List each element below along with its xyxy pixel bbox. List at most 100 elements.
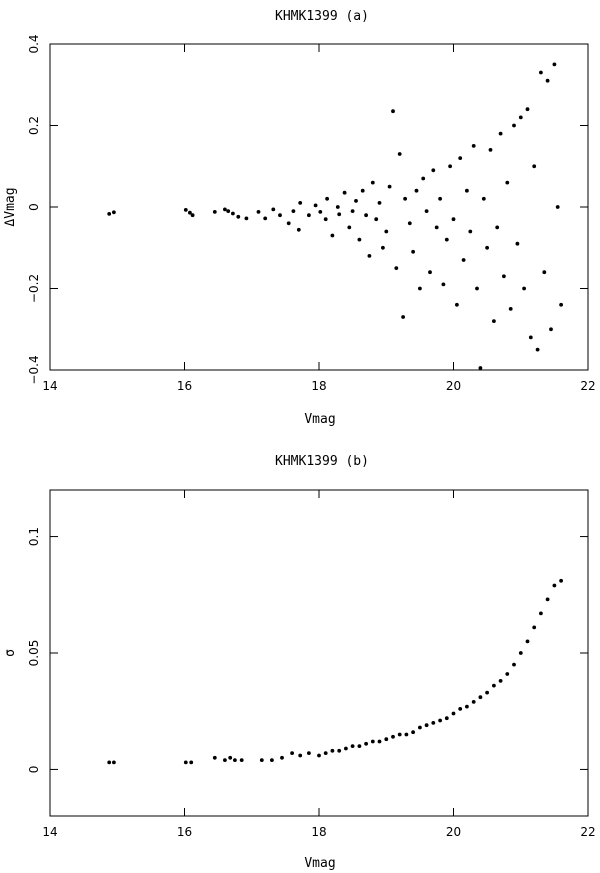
panel-b: KHMK1399 (b) 14 16 18 20 22 0 0.05 0.1 Vmag σ (3, 454, 596, 871)
data-point (512, 123, 516, 128)
panel-a-ticks (49, 43, 589, 371)
data-point (545, 78, 550, 83)
data-point (397, 152, 402, 156)
data-point (411, 730, 415, 735)
data-point (559, 578, 563, 583)
data-point (107, 212, 112, 216)
panel-a-tick-labels: 14 16 18 20 22 −0.4 −0.2 0 0.2 0.4 (27, 34, 596, 393)
data-point (183, 208, 188, 212)
data-point (391, 734, 395, 739)
data-point (384, 229, 389, 234)
x-tick-label: 18 (311, 379, 326, 393)
data-point (278, 213, 282, 218)
data-point (418, 725, 422, 730)
data-point (455, 302, 459, 307)
data-point (505, 672, 510, 676)
data-point (354, 199, 358, 203)
data-point (431, 168, 436, 173)
data-point (434, 225, 439, 230)
data-point (515, 241, 520, 246)
x-tick-label: 16 (177, 379, 192, 393)
data-point (404, 732, 409, 737)
data-point (539, 70, 543, 75)
data-point (397, 732, 402, 737)
data-point (411, 249, 415, 254)
y-tick-label: 0.4 (27, 34, 41, 53)
data-point (296, 227, 301, 232)
data-point (485, 245, 489, 250)
data-point (286, 221, 291, 226)
data-point (498, 679, 503, 683)
data-point (495, 225, 500, 230)
data-point (542, 270, 547, 275)
data-point (481, 196, 486, 201)
data-point (259, 758, 264, 762)
data-point (112, 760, 116, 765)
data-point (502, 274, 506, 279)
data-point (535, 347, 540, 352)
data-point (448, 164, 452, 169)
data-point (112, 210, 116, 215)
data-point (428, 270, 432, 275)
data-point (441, 282, 446, 287)
data-point (458, 156, 463, 161)
data-point (325, 196, 329, 201)
data-point (532, 625, 537, 630)
data-point (552, 62, 557, 67)
data-point (555, 205, 560, 209)
data-point (212, 210, 217, 214)
data-point (377, 739, 382, 744)
data-point (323, 751, 328, 755)
data-point (271, 207, 276, 212)
data-point (364, 213, 368, 218)
data-point (545, 597, 550, 602)
data-point (307, 751, 311, 755)
data-point (189, 760, 194, 765)
data-point (298, 753, 303, 758)
data-point (552, 583, 557, 588)
data-point (190, 213, 195, 218)
data-point (291, 209, 296, 214)
data-point (313, 203, 318, 208)
data-point (451, 711, 456, 716)
x-tick-label: 20 (446, 379, 461, 393)
data-point (407, 221, 412, 226)
y-tick-label: −0.2 (27, 274, 41, 303)
data-point (451, 217, 456, 222)
data-point (270, 758, 274, 762)
data-point (244, 216, 249, 221)
data-point (471, 700, 476, 704)
y-tick-label: 0 (27, 203, 41, 211)
y-tick-label: −0.4 (27, 355, 41, 384)
data-point (364, 741, 368, 746)
data-point (330, 748, 335, 753)
data-point (424, 209, 429, 214)
data-point (468, 229, 473, 234)
data-point (475, 286, 479, 291)
data-point (370, 180, 375, 185)
data-point (231, 211, 235, 216)
data-point (239, 758, 244, 762)
data-point (290, 751, 294, 755)
data-point (384, 737, 389, 742)
data-point (357, 237, 362, 242)
data-point (549, 327, 553, 332)
data-point (478, 695, 483, 700)
panel-b-frame (49, 489, 589, 817)
data-point (528, 335, 533, 340)
data-point (458, 707, 463, 711)
data-point (403, 196, 407, 201)
panel-b-y-axis-label: σ (3, 649, 18, 657)
y-tick-label: 0.2 (27, 116, 41, 135)
data-point (374, 217, 379, 222)
data-point (492, 319, 496, 323)
data-point (377, 201, 382, 205)
data-point (492, 683, 496, 688)
data-point (317, 753, 321, 758)
data-point (421, 176, 426, 181)
y-tick-label: 0.1 (27, 527, 41, 546)
data-point (256, 210, 261, 214)
panel-a-frame (49, 43, 589, 371)
data-point (298, 201, 303, 205)
data-point (342, 190, 347, 195)
